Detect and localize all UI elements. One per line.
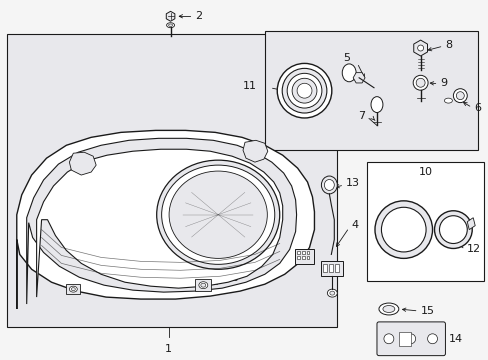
Ellipse shape [324, 180, 334, 190]
Text: 1: 1 [165, 344, 172, 354]
Ellipse shape [381, 207, 425, 252]
Ellipse shape [201, 283, 205, 287]
Bar [306, 251, 309, 255]
Ellipse shape [69, 286, 77, 292]
Ellipse shape [417, 45, 423, 51]
Bar [306, 256, 309, 260]
Bar [301, 251, 304, 255]
Ellipse shape [277, 63, 331, 118]
Ellipse shape [452, 89, 467, 103]
Bar [7, 34, 337, 327]
Text: 8: 8 [445, 40, 451, 50]
Text: 7: 7 [357, 112, 365, 121]
Ellipse shape [382, 306, 394, 312]
Bar [296, 256, 299, 260]
Polygon shape [37, 149, 282, 297]
Bar [328, 264, 333, 272]
Polygon shape [352, 73, 365, 83]
Polygon shape [27, 138, 296, 304]
Text: 2: 2 [195, 11, 202, 21]
Text: 6: 6 [473, 103, 480, 113]
Ellipse shape [162, 165, 274, 264]
Ellipse shape [286, 73, 321, 108]
Bar [335, 264, 339, 272]
Text: 3: 3 [231, 273, 238, 283]
Ellipse shape [455, 92, 463, 100]
Polygon shape [243, 140, 267, 162]
Text: 11: 11 [243, 81, 256, 91]
Ellipse shape [291, 78, 316, 103]
Ellipse shape [71, 288, 75, 291]
Ellipse shape [342, 64, 355, 82]
Ellipse shape [297, 83, 311, 98]
Ellipse shape [374, 201, 432, 258]
Text: 9: 9 [440, 78, 447, 88]
Ellipse shape [168, 24, 172, 26]
Polygon shape [413, 40, 427, 56]
Ellipse shape [412, 75, 427, 90]
Ellipse shape [326, 289, 337, 297]
Ellipse shape [378, 303, 398, 315]
Ellipse shape [321, 176, 337, 194]
Ellipse shape [370, 96, 382, 113]
Text: 5: 5 [343, 53, 349, 63]
Text: 13: 13 [346, 178, 360, 188]
Bar [264, 31, 477, 150]
Ellipse shape [383, 334, 393, 344]
Bar [195, 279, 211, 291]
Bar [66, 284, 80, 294]
Ellipse shape [329, 291, 334, 295]
Text: 15: 15 [420, 306, 434, 316]
Text: 4: 4 [350, 220, 358, 230]
Bar [366, 162, 483, 281]
Ellipse shape [282, 68, 326, 113]
Ellipse shape [169, 171, 267, 258]
Ellipse shape [415, 78, 424, 87]
Ellipse shape [439, 216, 467, 243]
Polygon shape [69, 152, 96, 175]
Bar [294, 249, 314, 264]
Ellipse shape [166, 23, 174, 28]
Ellipse shape [444, 98, 451, 103]
Ellipse shape [405, 334, 415, 344]
Text: 14: 14 [447, 334, 462, 344]
Ellipse shape [199, 282, 207, 289]
Ellipse shape [427, 334, 437, 344]
Bar [323, 264, 326, 272]
Polygon shape [17, 130, 314, 309]
Ellipse shape [156, 160, 279, 269]
Bar [398, 332, 410, 346]
Polygon shape [467, 218, 474, 230]
Polygon shape [166, 11, 175, 21]
FancyBboxPatch shape [376, 322, 445, 356]
Bar [296, 251, 299, 255]
Text: 10: 10 [418, 167, 432, 177]
Bar [301, 256, 304, 260]
Ellipse shape [434, 211, 471, 248]
Bar [321, 261, 343, 276]
Text: 12: 12 [467, 244, 480, 255]
